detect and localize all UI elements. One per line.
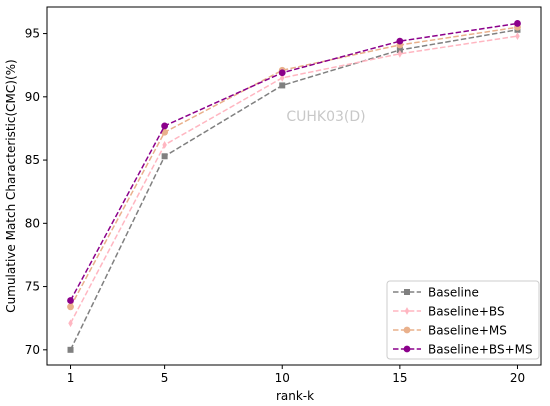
y-tick-label: 90 [25, 90, 40, 104]
plot-frame [46, 6, 542, 366]
y-axis-label: Cumulative Match Characteristic(CMC)(%) [4, 59, 18, 312]
data-point [514, 20, 521, 27]
legend-item: Baseline+BS [393, 305, 505, 319]
data-point [397, 49, 403, 58]
data-point [279, 82, 286, 89]
x-tick-label: 5 [161, 371, 169, 385]
series-4 [67, 20, 521, 304]
series-2 [68, 32, 520, 328]
legend-item: Baseline [393, 286, 479, 300]
series-3 [67, 23, 521, 311]
legend-marker [404, 289, 410, 295]
y-axis: 70 75 80 85 90 95 [25, 27, 47, 357]
legend-item: Baseline+MS [393, 324, 507, 338]
series-line [69, 26, 518, 308]
data-point [162, 140, 167, 149]
data-point [67, 297, 74, 304]
legend-marker [404, 307, 410, 315]
x-tick-label: 1 [67, 371, 75, 385]
x-tick-label: 20 [510, 371, 525, 385]
legend-marker [403, 326, 411, 334]
legend-box [386, 280, 540, 360]
x-axis-label: rank-k [276, 389, 314, 403]
legend-label: Baseline [428, 286, 479, 300]
y-tick-label: 95 [25, 27, 40, 41]
data-point [67, 303, 74, 311]
data-point [396, 37, 404, 45]
x-tick-label: 10 [275, 371, 290, 385]
legend-label: Baseline+BS+MS [428, 343, 533, 357]
plot-area [67, 20, 521, 353]
data-point [67, 346, 74, 353]
x-axis: 1 5 10 15 20 [67, 365, 525, 385]
data-point [68, 319, 73, 328]
y-tick-label: 85 [25, 153, 40, 167]
series-line [69, 35, 518, 324]
x-tick-label: 15 [392, 371, 407, 385]
data-point [161, 122, 169, 130]
data-point [515, 32, 520, 40]
data-point [278, 69, 286, 77]
series-line [69, 22, 518, 301]
legend-label: Baseline+MS [428, 324, 507, 338]
y-tick-label: 80 [25, 216, 40, 230]
chart-annotation: CUHK03(D) [286, 109, 365, 125]
legend-item: Baseline+BS+MS [393, 343, 533, 357]
legend-marker [403, 345, 411, 353]
y-tick-label: 70 [25, 343, 40, 357]
legend: Baseline Baseline+BS Baseline+MS Baseline+B… [386, 280, 540, 360]
data-point [161, 153, 168, 160]
y-tick-label: 75 [25, 280, 40, 294]
legend-label: Baseline+BS [428, 305, 505, 319]
